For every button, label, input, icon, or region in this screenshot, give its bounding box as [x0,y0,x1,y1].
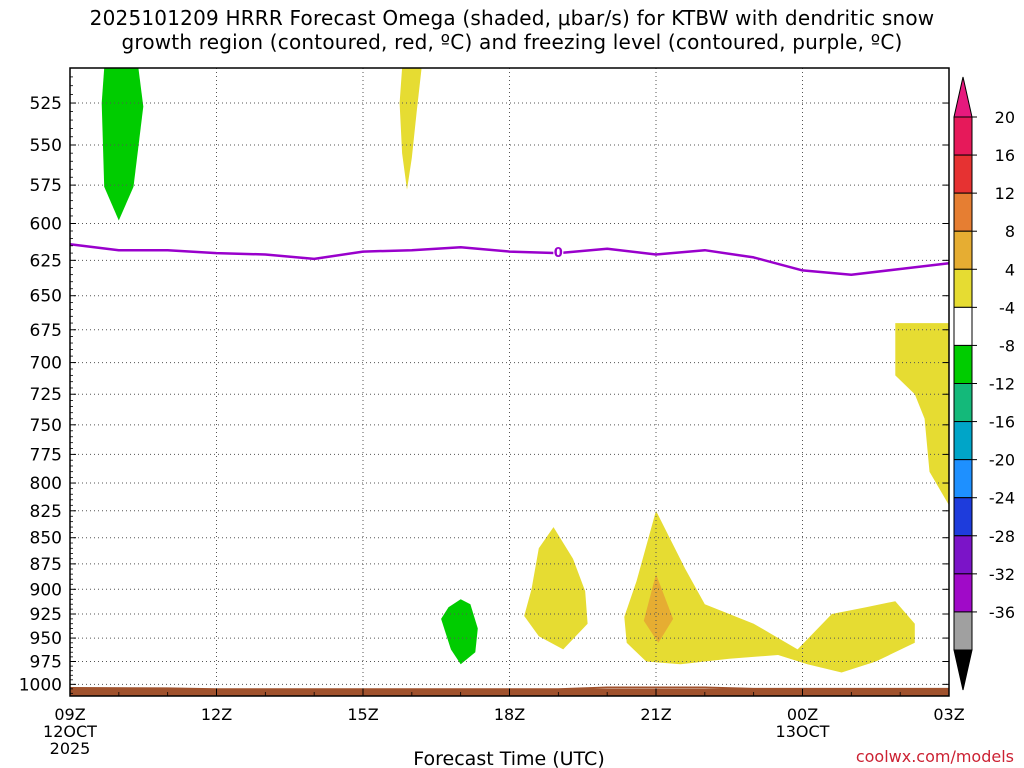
colorbar-tick-label: -20 [989,451,1015,470]
colorbar-tick-label: -24 [989,489,1015,508]
plot-frame [69,67,950,697]
y-tick-label: 525 [30,94,62,114]
colorbar-tick-label: -32 [989,565,1015,584]
freezing-level-label-bg [553,245,564,260]
colorbar-bin [953,535,973,575]
y-tick-label: 875 [30,555,62,575]
x-tick-label: 00Z [787,705,818,724]
omega-region [441,599,478,665]
y-tick-label: 700 [30,354,62,374]
colorbar-bottom-arrow [953,649,973,691]
colorbar-bin [953,611,973,651]
chart-title: 2025101209 HRRR Forecast Omega (shaded, … [0,6,1024,54]
colorbar-bin [953,421,973,461]
colorbar-tick-label: 4 [1005,260,1015,279]
omega-region [101,68,144,221]
colorbar-bin [953,344,973,384]
y-tick-label: 550 [30,136,62,156]
colorbar-bin [953,573,973,613]
x-tick-label: 09Z [54,705,85,724]
colorbar-bin [953,268,973,308]
y-tick-label: 800 [30,474,62,494]
colorbar-tick-label: -8 [999,336,1015,355]
y-tick-label: 725 [30,385,62,405]
colorbar-tick-label: -36 [989,603,1015,622]
omega-region [399,68,422,190]
y-tick-label: 750 [30,416,62,436]
colorbar-bin [953,306,973,346]
x-tick-label: 15Z [347,705,378,724]
y-tick-label: 950 [30,629,62,649]
y-tick-label: 1000 [19,675,62,695]
colorbar-tick-label: -4 [999,298,1015,317]
y-tick-label: 575 [30,176,62,196]
y-tick-label: 975 [30,653,62,673]
y-tick-label: 900 [30,580,62,600]
x-year-label: 2025 [50,739,91,758]
x-tick-label: 21Z [640,705,671,724]
colorbar-tick-label: -12 [989,375,1015,394]
surface-band-edge [69,686,949,691]
y-tick-label: 650 [30,287,62,307]
y-tick-label: 850 [30,529,62,549]
colorbar-bin [953,230,973,270]
omega-region [895,323,949,506]
y-tick-label: 600 [30,215,62,235]
colorbar-tick-label: -28 [989,527,1015,546]
colorbar-tick-label: 8 [1005,222,1015,241]
y-tick-label: 775 [30,445,62,465]
colorbar-tick-label: 20 [995,108,1015,127]
colorbar-tick-label: 12 [995,184,1015,203]
colorbar-bin [953,459,973,499]
freezing-level-label: 0 [554,246,563,261]
colorbar-bin [953,497,973,537]
colorbar-bin [953,192,973,232]
x-tick-label: 12Z [201,705,232,724]
y-tick-label: 675 [30,321,62,341]
x-date-label: 13OCT [776,722,830,741]
omega-region [624,510,915,673]
colorbar-top-arrow [953,76,973,118]
omega-region [643,574,674,643]
omega-region [524,527,588,650]
colorbar-bin [953,154,973,194]
chart-title-line1: 2025101209 HRRR Forecast Omega (shaded, … [89,6,935,30]
y-tick-label: 625 [30,251,62,271]
colorbar-bin [953,383,973,423]
x-tick-label: 18Z [494,705,525,724]
site-credit: coolwx.com/models [855,747,1014,766]
x-axis-title: Forecast Time (UTC) [413,748,604,768]
colorbar-bin [953,116,973,156]
colorbar-tick-label: -16 [989,413,1015,432]
chart-title-line2: growth region (contoured, red, ºC) and f… [121,30,903,54]
x-date-label: 12OCT [43,722,97,741]
colorbar-tick-label: 16 [995,146,1015,165]
y-tick-label: 825 [30,502,62,522]
x-tick-label: 03Z [933,705,964,724]
y-tick-label: 925 [30,605,62,625]
freezing-level-line [69,243,950,276]
